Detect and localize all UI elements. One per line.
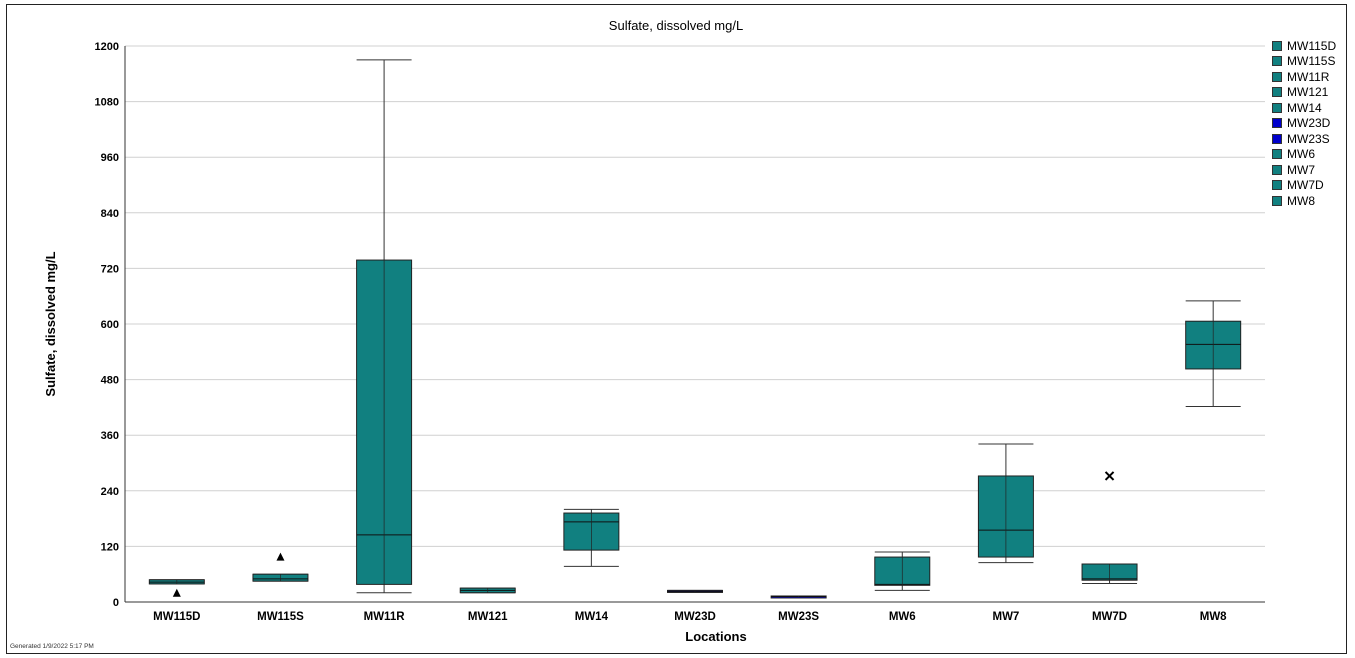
x-tick-label: MW23D — [674, 611, 716, 623]
legend-item: MW7 — [1272, 162, 1336, 178]
x-tick-label: MW23S — [778, 611, 819, 623]
legend-item: MW115D — [1272, 38, 1336, 54]
y-tick-label: 480 — [101, 375, 119, 387]
x-tick-label: MW8 — [1200, 611, 1227, 623]
y-tick-label: 1200 — [95, 41, 119, 53]
legend-swatch — [1272, 102, 1282, 113]
chart-title: Sulfate, dissolved mg/L — [609, 18, 743, 33]
legend-swatch — [1272, 195, 1282, 206]
legend-swatch — [1272, 40, 1282, 51]
x-tick-label: MW7D — [1092, 611, 1127, 623]
legend-swatch — [1272, 87, 1282, 98]
legend-swatch — [1272, 71, 1282, 82]
legend-item: MW23S — [1272, 131, 1336, 147]
outlier-triangle — [276, 552, 285, 561]
legend: MW115D MW115S MW11R MW121 MW14 MW23D MW23S MW6 M… — [1272, 38, 1336, 209]
legend-label: MW8 — [1287, 193, 1315, 208]
outlier-triangle — [172, 588, 181, 597]
x-tick-label: MW121 — [468, 611, 508, 623]
x-tick-label: MW6 — [889, 611, 916, 623]
legend-label: MW115D — [1287, 38, 1337, 53]
plot-area: 0 120 240 360 480 600 720 840 960 1080 1200 MW115D M… — [95, 41, 1265, 623]
y-tick-label: 120 — [101, 541, 119, 553]
y-tick-label: 600 — [101, 319, 119, 331]
legend-label: MW14 — [1287, 100, 1322, 115]
y-tick-label: 240 — [101, 486, 119, 498]
legend-label: MW6 — [1287, 147, 1315, 162]
legend-item: MW14 — [1272, 100, 1336, 116]
legend-swatch — [1272, 118, 1282, 129]
x-tick-label: MW11R — [364, 611, 406, 623]
x-tick-label: MW115D — [153, 611, 200, 623]
y-axis-label: Sulfate, dissolved mg/L — [43, 251, 58, 396]
legend-item: MW121 — [1272, 85, 1336, 101]
outlier-x — [1104, 471, 1115, 481]
y-tick-label: 840 — [101, 208, 119, 220]
legend-swatch — [1272, 56, 1282, 67]
legend-label: MW23D — [1287, 116, 1331, 131]
y-tick-label: 360 — [101, 430, 119, 442]
legend-swatch — [1272, 149, 1282, 160]
generated-timestamp: Generated 1/9/2022 5:17 PM — [10, 643, 94, 650]
y-tick-label: 720 — [101, 263, 119, 275]
x-tick-label: MW115S — [257, 611, 304, 623]
legend-label: MW7 — [1287, 162, 1315, 177]
legend-label: MW7D — [1287, 178, 1324, 193]
legend-item: MW115S — [1272, 54, 1336, 70]
legend-item: MW11R — [1272, 69, 1336, 85]
legend-label: MW23S — [1287, 131, 1330, 146]
legend-swatch — [1272, 164, 1282, 175]
legend-label: MW121 — [1287, 85, 1329, 100]
chart-frame — [6, 4, 1347, 654]
legend-item: MW7D — [1272, 178, 1336, 194]
legend-item: MW8 — [1272, 193, 1336, 209]
legend-item: MW23D — [1272, 116, 1336, 132]
x-tick-label: MW14 — [575, 611, 609, 623]
legend-swatch — [1272, 133, 1282, 144]
y-tick-label: 1080 — [95, 97, 119, 109]
y-tick-label: 960 — [101, 152, 119, 164]
y-tick-label: 0 — [113, 597, 119, 609]
legend-label: MW115S — [1287, 54, 1336, 69]
x-axis-label: Locations — [685, 629, 746, 644]
legend-swatch — [1272, 180, 1282, 191]
x-tick-label: MW7 — [992, 611, 1019, 623]
legend-item: MW6 — [1272, 147, 1336, 163]
legend-label: MW11R — [1287, 69, 1330, 84]
